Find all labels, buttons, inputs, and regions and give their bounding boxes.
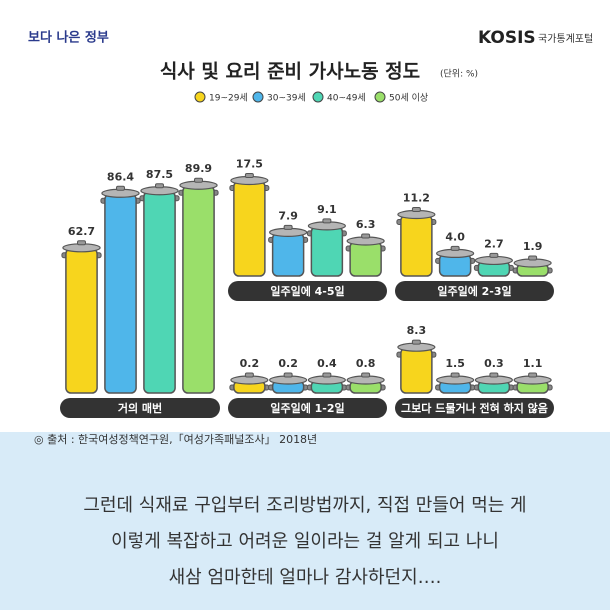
pot-knob bbox=[155, 183, 164, 189]
value-label: 0.2 bbox=[240, 357, 260, 370]
category-pill bbox=[228, 398, 387, 418]
category-pill bbox=[395, 281, 554, 301]
legend-label: 19~29세 bbox=[209, 93, 248, 104]
value-label: 17.5 bbox=[236, 158, 263, 171]
legend-swatch bbox=[194, 91, 206, 103]
pot-knob bbox=[411, 207, 421, 213]
pot-knob bbox=[528, 372, 538, 378]
legend-label: 40~49세 bbox=[327, 93, 366, 104]
pot-knob bbox=[450, 372, 460, 378]
top-background bbox=[0, 0, 610, 432]
bar bbox=[65, 248, 98, 394]
logo: 보다 나은 정부 bbox=[28, 30, 109, 46]
value-label: 62.7 bbox=[68, 225, 95, 238]
value-label: 87.5 bbox=[146, 168, 173, 181]
value-label: 6.3 bbox=[356, 218, 376, 231]
value-label: 7.9 bbox=[278, 209, 298, 222]
category-label: 일주일에 4-5일 bbox=[270, 284, 344, 298]
source: ◎ 출처 : 한국여성정책연구원,「여성가족패널조사」 2018년 bbox=[34, 433, 317, 446]
value-label: 4.0 bbox=[445, 230, 465, 243]
caption-line: 그런데 식재료 구입부터 조리방법까지, 직접 만들어 먹는 게 bbox=[83, 495, 526, 516]
bar bbox=[104, 193, 137, 394]
legend-swatch bbox=[252, 91, 264, 103]
legend-label: 30~39세 bbox=[267, 93, 306, 104]
category-label: 그보다 드물거나 전혀 하지 않음 bbox=[401, 401, 548, 415]
pot-knob bbox=[361, 233, 371, 239]
pot-knob bbox=[322, 372, 332, 378]
caption-line: 새삼 엄마한테 얼마나 감사하던지…. bbox=[169, 567, 442, 588]
pot-knob bbox=[528, 255, 538, 261]
chart-title: 식사 및 요리 준비 가사노동 정도 bbox=[160, 61, 420, 83]
pot-knob bbox=[450, 245, 460, 251]
value-label: 0.4 bbox=[317, 357, 337, 370]
pot-knob bbox=[489, 252, 499, 258]
category-label: 일주일에 1-2일 bbox=[270, 401, 344, 415]
bar bbox=[143, 191, 176, 394]
value-label: 9.1 bbox=[317, 203, 337, 216]
value-label: 8.3 bbox=[407, 324, 427, 337]
brand: KOSIS bbox=[478, 28, 536, 48]
pot-knob bbox=[361, 372, 371, 378]
bar bbox=[182, 185, 215, 394]
value-label: 1.1 bbox=[523, 357, 543, 370]
pot-knob bbox=[77, 240, 86, 246]
legend-swatch bbox=[312, 91, 324, 103]
bar bbox=[400, 347, 433, 394]
value-label: 0.3 bbox=[484, 357, 504, 370]
category-label: 거의 매번 bbox=[118, 401, 162, 415]
pot-knob bbox=[411, 339, 421, 345]
pot-knob bbox=[489, 372, 499, 378]
pot-knob bbox=[116, 185, 125, 191]
value-label: 1.5 bbox=[445, 357, 465, 370]
legend-swatch bbox=[374, 91, 386, 103]
value-label: 2.7 bbox=[484, 237, 504, 250]
value-label: 1.9 bbox=[523, 240, 543, 253]
brand-sub: 국가통계포털 bbox=[538, 33, 593, 45]
pot-knob bbox=[283, 372, 293, 378]
unit: (단위: %) bbox=[440, 69, 478, 80]
pot-knob bbox=[283, 224, 293, 230]
pot-knob bbox=[322, 218, 332, 224]
caption-background bbox=[0, 432, 610, 610]
pot-knob bbox=[194, 177, 203, 183]
bar bbox=[233, 180, 266, 277]
category-pill bbox=[395, 398, 554, 418]
category-pill bbox=[60, 398, 220, 418]
category-label: 일주일에 2-3일 bbox=[437, 284, 511, 298]
bar bbox=[400, 214, 433, 277]
pot-knob bbox=[244, 372, 254, 378]
value-label: 0.2 bbox=[278, 357, 298, 370]
bar bbox=[271, 232, 305, 277]
bar bbox=[349, 241, 382, 277]
category-pill bbox=[228, 281, 387, 301]
bar bbox=[310, 226, 344, 277]
legend-label: 50세 이상 bbox=[389, 93, 428, 104]
pot-knob bbox=[244, 173, 254, 178]
value-label: 86.4 bbox=[107, 170, 134, 183]
value-label: 11.2 bbox=[403, 192, 430, 205]
value-label: 0.8 bbox=[356, 357, 376, 370]
caption-line: 이렇게 복잡하고 어려운 일이라는 걸 알게 되고 나니 bbox=[111, 531, 499, 552]
value-label: 89.9 bbox=[185, 162, 212, 175]
